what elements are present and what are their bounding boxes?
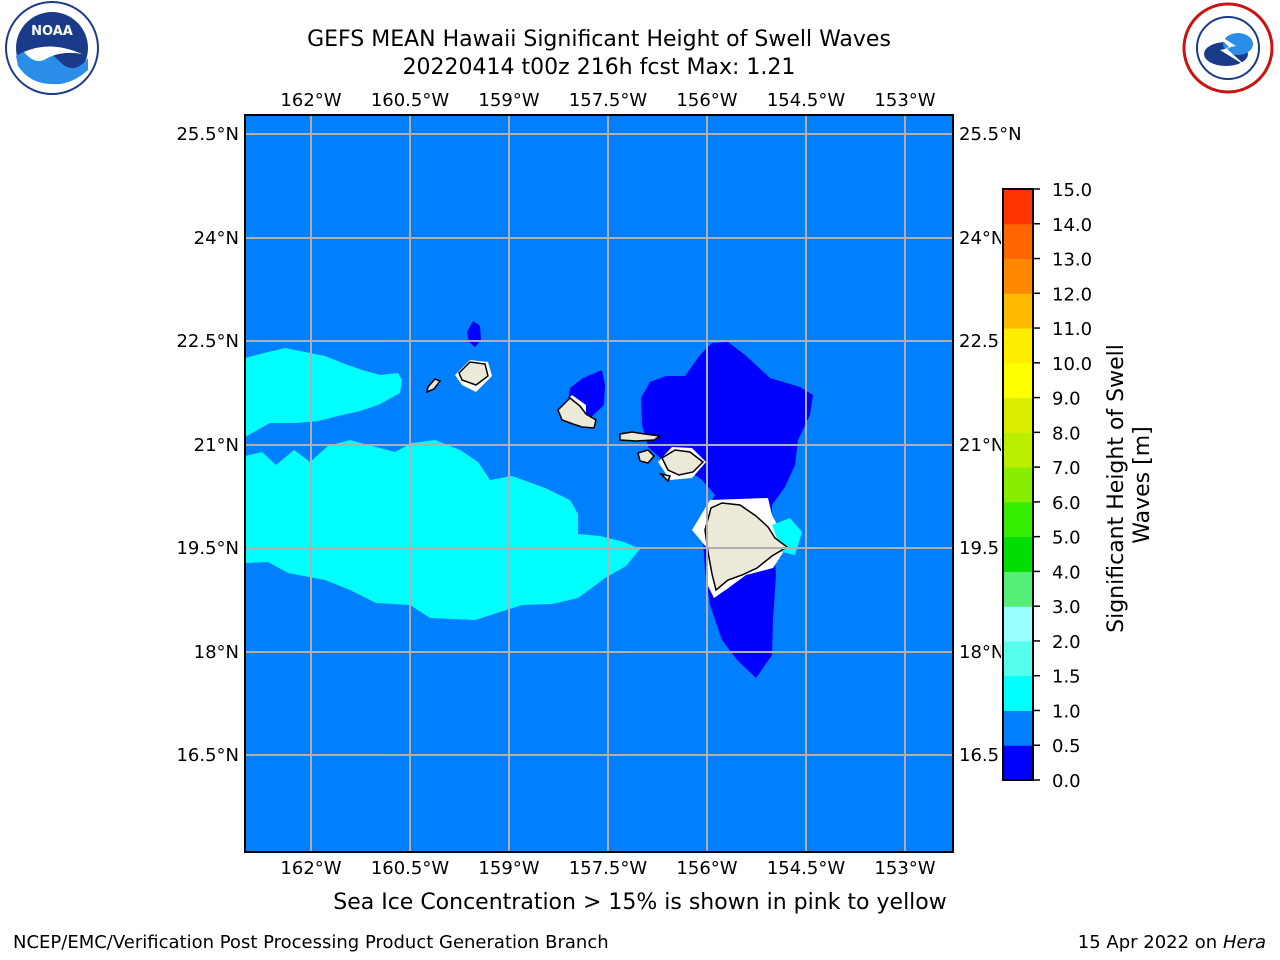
lat-label: 18°N xyxy=(959,642,1004,663)
colorbar-tick-label: 11.0 xyxy=(1052,319,1092,340)
colorbar-tick-label: 15.0 xyxy=(1052,180,1092,201)
colorbar-tick-label: 10.0 xyxy=(1052,354,1092,375)
lon-label: 154.5°W xyxy=(767,90,846,111)
lat-label: 19.5°N xyxy=(176,538,239,559)
lon-label: 156°W xyxy=(676,90,737,111)
colorbar-bin xyxy=(1003,258,1033,294)
lat-label: 24°N xyxy=(959,228,1004,249)
colorbar-bin xyxy=(1003,675,1033,711)
lat-label: 21°N xyxy=(959,435,1004,456)
render-date: 15 Apr 2022 on Hera xyxy=(1078,932,1266,953)
lon-label: 159°W xyxy=(478,858,539,879)
lon-label: 160.5°W xyxy=(371,858,450,879)
colorbar-tick-label: 5.0 xyxy=(1052,528,1081,549)
colorbar-bin xyxy=(1003,501,1033,538)
colorbar-tick-label: 9.0 xyxy=(1052,389,1081,410)
colorbar-tick-label: 1.0 xyxy=(1052,701,1081,722)
colorbar-bin xyxy=(1003,362,1033,399)
colorbar-tick-label: 7.0 xyxy=(1052,458,1081,479)
swell-zone-cyan-hilo xyxy=(772,518,802,555)
lon-label: 153°W xyxy=(874,858,935,879)
island-niihau xyxy=(425,378,442,394)
colorbar-bin xyxy=(1003,467,1033,503)
colorbar-bin xyxy=(1003,745,1033,781)
lat-labels-left: 25.5°N 24°N 22.5°N 21°N 19.5°N 18°N 16.5… xyxy=(176,124,239,766)
colorbar-tick-label: 3.0 xyxy=(1052,597,1081,618)
colorbar xyxy=(1003,189,1033,781)
colorbar-bin xyxy=(1003,189,1033,225)
colorbar-bin xyxy=(1003,536,1033,572)
lon-label: 162°W xyxy=(280,90,341,111)
render-date-text: 15 Apr 2022 on xyxy=(1077,932,1223,953)
lat-label: 24°N xyxy=(194,228,239,249)
island-kauai xyxy=(458,361,489,386)
colorbar-tick-label: 12.0 xyxy=(1052,284,1092,305)
sea-ice-caption: Sea Ice Concentration > 15% is shown in … xyxy=(333,890,947,915)
lat-label: 25.5°N xyxy=(959,124,1022,145)
nws-logo xyxy=(1182,2,1274,94)
colorbar-bin xyxy=(1003,328,1033,364)
colorbar-tick-label: 14.0 xyxy=(1052,215,1092,236)
colorbar-frame xyxy=(1002,188,1034,781)
map-area xyxy=(245,115,953,852)
island-lanai xyxy=(637,449,656,464)
forecast-subtitle: 20220414 t00z 216h fcst Max: 1.21 xyxy=(402,55,796,80)
noaa-logo: NOAA xyxy=(5,1,99,95)
graticule xyxy=(245,115,953,852)
lat-label: 21°N xyxy=(194,435,239,456)
colorbar-bin xyxy=(1003,571,1033,607)
colorbar-bin xyxy=(1003,223,1033,260)
map-frame xyxy=(244,114,954,853)
colorbar-bin xyxy=(1003,640,1033,677)
host-name: Hera xyxy=(1222,932,1266,953)
colorbar-tick-label: 0.5 xyxy=(1052,736,1081,757)
lat-label: 25.5°N xyxy=(176,124,239,145)
lon-label: 162°W xyxy=(280,858,341,879)
colorbar-tick-label: 2.0 xyxy=(1052,632,1081,653)
colorbar-bin xyxy=(1003,397,1033,433)
lon-labels-top: 162°W 160.5°W 159°W 157.5°W 156°W 154.5°… xyxy=(280,90,935,111)
colorbar-bin xyxy=(1003,293,1033,329)
island-molokai xyxy=(619,431,663,442)
island-hawaii xyxy=(704,502,789,592)
lat-label: 16.5°N xyxy=(176,745,239,766)
colorbar-label-line2: Waves [m] xyxy=(1130,426,1155,543)
lat-label: 18°N xyxy=(194,642,239,663)
lon-label: 156°W xyxy=(676,858,737,879)
colorbar-tick-label: 1.5 xyxy=(1052,667,1081,688)
producer-credit: NCEP/EMC/Verification Post Processing Pr… xyxy=(13,932,609,953)
land xyxy=(425,361,789,592)
swell-zone-cyan-south xyxy=(245,440,640,620)
colorbar-tick-label: 0.0 xyxy=(1052,771,1081,792)
lon-label: 157.5°W xyxy=(569,858,648,879)
colorbar-tick-label: 4.0 xyxy=(1052,562,1081,583)
lon-label: 157.5°W xyxy=(569,90,648,111)
swell-zone-cyan-north xyxy=(245,348,402,437)
colorbar-bin xyxy=(1003,710,1033,746)
colorbar-tick-label: 13.0 xyxy=(1052,250,1092,271)
island-maui xyxy=(661,449,705,476)
lon-label: 159°W xyxy=(478,90,539,111)
lon-label: 154.5°W xyxy=(767,858,846,879)
colorbar-tick-label: 8.0 xyxy=(1052,423,1081,444)
lon-label: 160.5°W xyxy=(371,90,450,111)
island-kahoolawe xyxy=(658,472,672,483)
lon-label: 153°W xyxy=(874,90,935,111)
noaa-logo-text: NOAA xyxy=(31,24,73,39)
colorbar-bin xyxy=(1003,606,1033,642)
colorbar-label: Significant Height of Swell Waves [m] xyxy=(1104,337,1155,633)
lon-labels-bottom: 162°W 160.5°W 159°W 157.5°W 156°W 154.5°… xyxy=(280,858,935,879)
island-oahu xyxy=(557,396,597,429)
map-title: GEFS MEAN Hawaii Significant Height of S… xyxy=(307,27,891,52)
colorbar-ticks: 0.0 0.5 1.0 1.5 2.0 3.0 4.0 5.0 6.0 7.0 8.0 9.0 10.0… xyxy=(1033,180,1092,792)
colorbar-bin xyxy=(1003,432,1033,468)
colorbar-label-line1: Significant Height of Swell xyxy=(1104,344,1129,633)
lat-label: 22.5°N xyxy=(176,331,239,352)
colorbar-tick-label: 6.0 xyxy=(1052,493,1081,514)
